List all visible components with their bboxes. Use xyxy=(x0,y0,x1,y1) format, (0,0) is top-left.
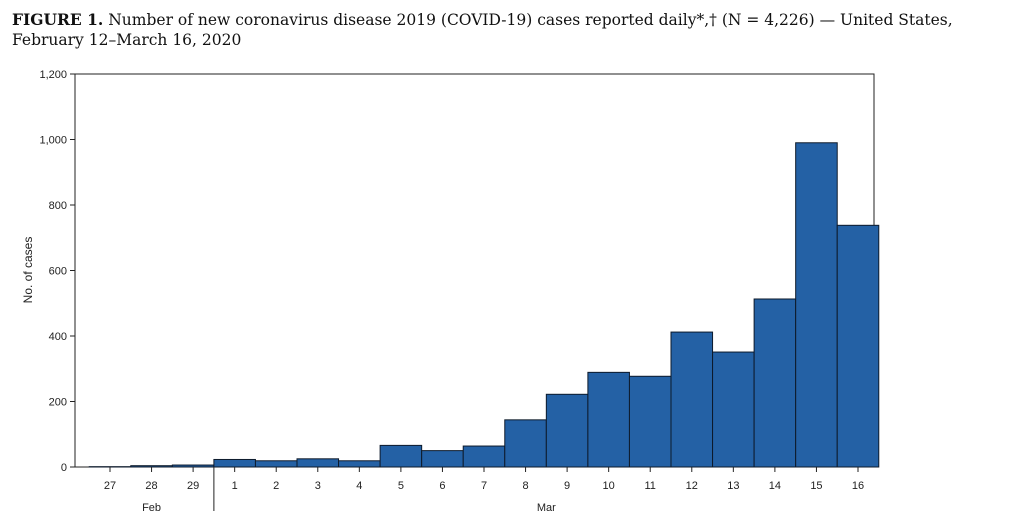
bars xyxy=(88,142,880,468)
y-tick-label: 1,200 xyxy=(39,69,67,81)
bar-3 xyxy=(296,458,340,468)
bar-6 xyxy=(421,450,464,468)
bar-5 xyxy=(379,444,423,468)
y-axis: 0 200 400 600 800 1,000 1,200 xyxy=(39,69,75,474)
x-tick-label: 10 xyxy=(603,480,615,492)
chart-title: FIGURE 1. Number of new coronavirus dise… xyxy=(12,10,953,49)
y-tick-label: 800 xyxy=(49,200,67,212)
y-tick-label: 600 xyxy=(49,266,67,278)
x-tick-label: 27 xyxy=(104,480,116,492)
x-tick-label: 7 xyxy=(481,480,487,492)
x-tick-label: 13 xyxy=(727,480,739,492)
x-tick-label: 16 xyxy=(852,480,864,492)
bar-11 xyxy=(628,375,672,468)
x-tick-label: 9 xyxy=(564,480,570,492)
x-tick-label: 12 xyxy=(686,480,698,492)
x-tick-label: 14 xyxy=(769,480,781,492)
bar-12 xyxy=(670,331,714,468)
bar-16 xyxy=(836,224,880,468)
x-tick-label: 28 xyxy=(145,480,157,492)
x-tick-label: 6 xyxy=(439,480,445,492)
bar-1 xyxy=(213,458,256,468)
y-tick-label: 200 xyxy=(49,397,67,409)
bar-2 xyxy=(254,460,298,468)
y-tick-label: 1,000 xyxy=(39,135,67,147)
x-tick-label: 29 xyxy=(187,480,199,492)
y-tick-label: 0 xyxy=(61,462,67,474)
bar-29 xyxy=(171,464,215,468)
x-tick-label: 1 xyxy=(232,480,238,492)
x-tick-label: 4 xyxy=(356,480,362,492)
bar-28 xyxy=(130,465,173,468)
x-tick-label: 11 xyxy=(645,480,656,492)
month-label-feb: Feb xyxy=(142,502,161,514)
bar-15 xyxy=(795,142,838,468)
y-axis-label: No. of cases xyxy=(21,237,35,304)
month-label-mar: Mar xyxy=(537,502,556,514)
bar-4 xyxy=(338,460,381,468)
bar-10 xyxy=(587,371,630,468)
y-tick-label: 400 xyxy=(49,331,67,343)
bar-8 xyxy=(504,419,547,468)
x-tick-label: 2 xyxy=(273,480,279,492)
x-tick-label: 3 xyxy=(315,480,321,492)
bar-14 xyxy=(753,298,797,468)
bar-9 xyxy=(545,393,589,468)
bar-7 xyxy=(462,445,506,468)
bar-13 xyxy=(712,351,755,468)
x-tick-label: 8 xyxy=(522,480,528,492)
x-tick-label: 15 xyxy=(810,480,822,492)
x-tick-label: 5 xyxy=(398,480,404,492)
